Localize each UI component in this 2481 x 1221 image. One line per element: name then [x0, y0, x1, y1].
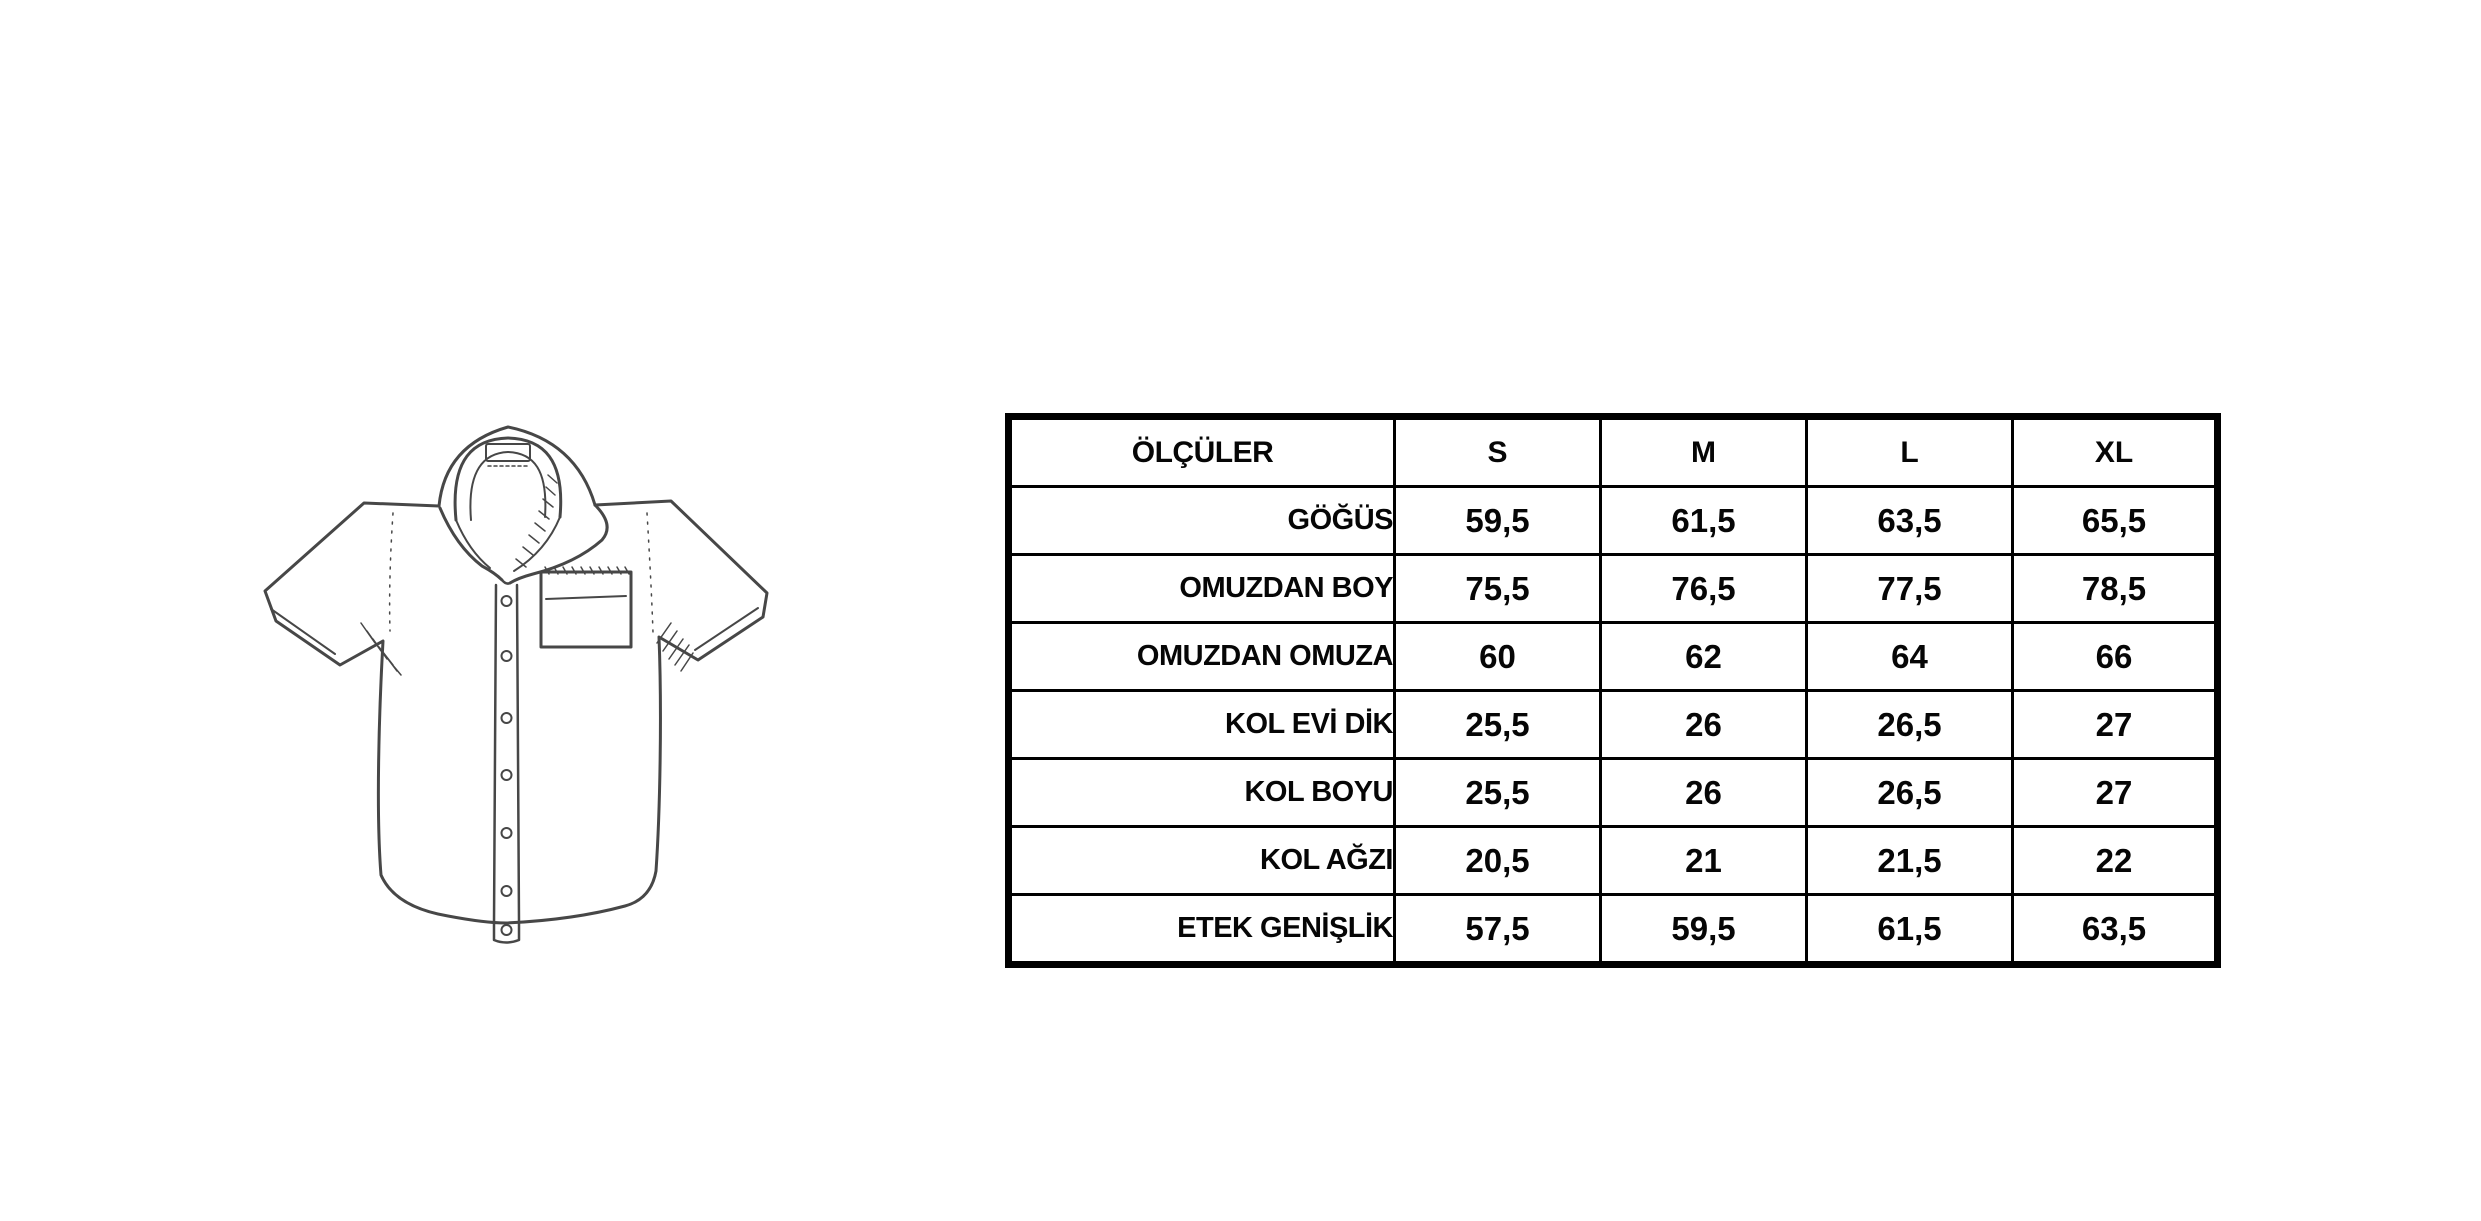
value-cell: 63,5 — [2011, 893, 2219, 966]
value-cell: 21 — [1599, 825, 1808, 896]
shirt-illustration — [243, 413, 788, 948]
table-row: ETEK GENİŞLİK 57,5 59,5 61,5 63,5 — [1007, 893, 2219, 966]
size-table-header: ÖLÇÜLER S M L XL — [1007, 415, 2219, 488]
header-cell-size-xl: XL — [2011, 415, 2219, 488]
value-cell: 59,5 — [1599, 893, 1808, 966]
value-cell: 77,5 — [1805, 553, 2014, 624]
value-cell: 22 — [2011, 825, 2219, 896]
value-cell: 25,5 — [1393, 757, 1602, 828]
row-label-cell: KOL BOYU — [1007, 757, 1396, 828]
table-row: KOL BOYU 25,5 26 26,5 27 — [1007, 757, 2219, 828]
value-cell: 63,5 — [1805, 485, 2014, 556]
header-cell-size-s: S — [1393, 415, 1602, 488]
header-cell-size-m: M — [1599, 415, 1808, 488]
value-cell: 26 — [1599, 757, 1808, 828]
value-cell: 26,5 — [1805, 757, 2014, 828]
value-cell: 27 — [2011, 689, 2219, 760]
value-cell: 66 — [2011, 621, 2219, 692]
value-cell: 21,5 — [1805, 825, 2014, 896]
value-cell: 65,5 — [2011, 485, 2219, 556]
value-cell: 26 — [1599, 689, 1808, 760]
row-label-cell: GÖĞÜS — [1007, 485, 1396, 556]
value-cell: 64 — [1805, 621, 2014, 692]
value-cell: 78,5 — [2011, 553, 2219, 624]
table-row: KOL EVİ DİK 25,5 26 26,5 27 — [1007, 689, 2219, 760]
value-cell: 57,5 — [1393, 893, 1602, 966]
table-row: OMUZDAN OMUZA 60 62 64 66 — [1007, 621, 2219, 692]
row-label-cell: KOL EVİ DİK — [1007, 689, 1396, 760]
size-table: ÖLÇÜLER S M L XL GÖĞÜS 59,5 61,5 63,5 65,5 OMUZDA… — [1005, 413, 2221, 968]
row-label-cell: OMUZDAN BOY — [1007, 553, 1396, 624]
size-table-body: GÖĞÜS 59,5 61,5 63,5 65,5 OMUZDAN BOY 75,5 76,5… — [1007, 485, 2219, 966]
value-cell: 60 — [1393, 621, 1602, 692]
row-label-cell: ETEK GENİŞLİK — [1007, 893, 1396, 966]
value-cell: 27 — [2011, 757, 2219, 828]
header-cell-olculer: ÖLÇÜLER — [1007, 415, 1396, 488]
value-cell: 75,5 — [1393, 553, 1602, 624]
row-label-cell: OMUZDAN OMUZA — [1007, 621, 1396, 692]
value-cell: 62 — [1599, 621, 1808, 692]
table-row: KOL AĞZI 20,5 21 21,5 22 — [1007, 825, 2219, 896]
table-row: GÖĞÜS 59,5 61,5 63,5 65,5 — [1007, 485, 2219, 556]
value-cell: 61,5 — [1599, 485, 1808, 556]
value-cell: 61,5 — [1805, 893, 2014, 966]
shirt-sketch-icon — [263, 425, 769, 944]
header-cell-size-l: L — [1805, 415, 2014, 488]
header-row: ÖLÇÜLER S M L XL — [1007, 415, 2219, 488]
value-cell: 25,5 — [1393, 689, 1602, 760]
row-label-cell: KOL AĞZI — [1007, 825, 1396, 896]
value-cell: 20,5 — [1393, 825, 1602, 896]
value-cell: 76,5 — [1599, 553, 1808, 624]
value-cell: 26,5 — [1805, 689, 2014, 760]
value-cell: 59,5 — [1393, 485, 1602, 556]
table-row: OMUZDAN BOY 75,5 76,5 77,5 78,5 — [1007, 553, 2219, 624]
